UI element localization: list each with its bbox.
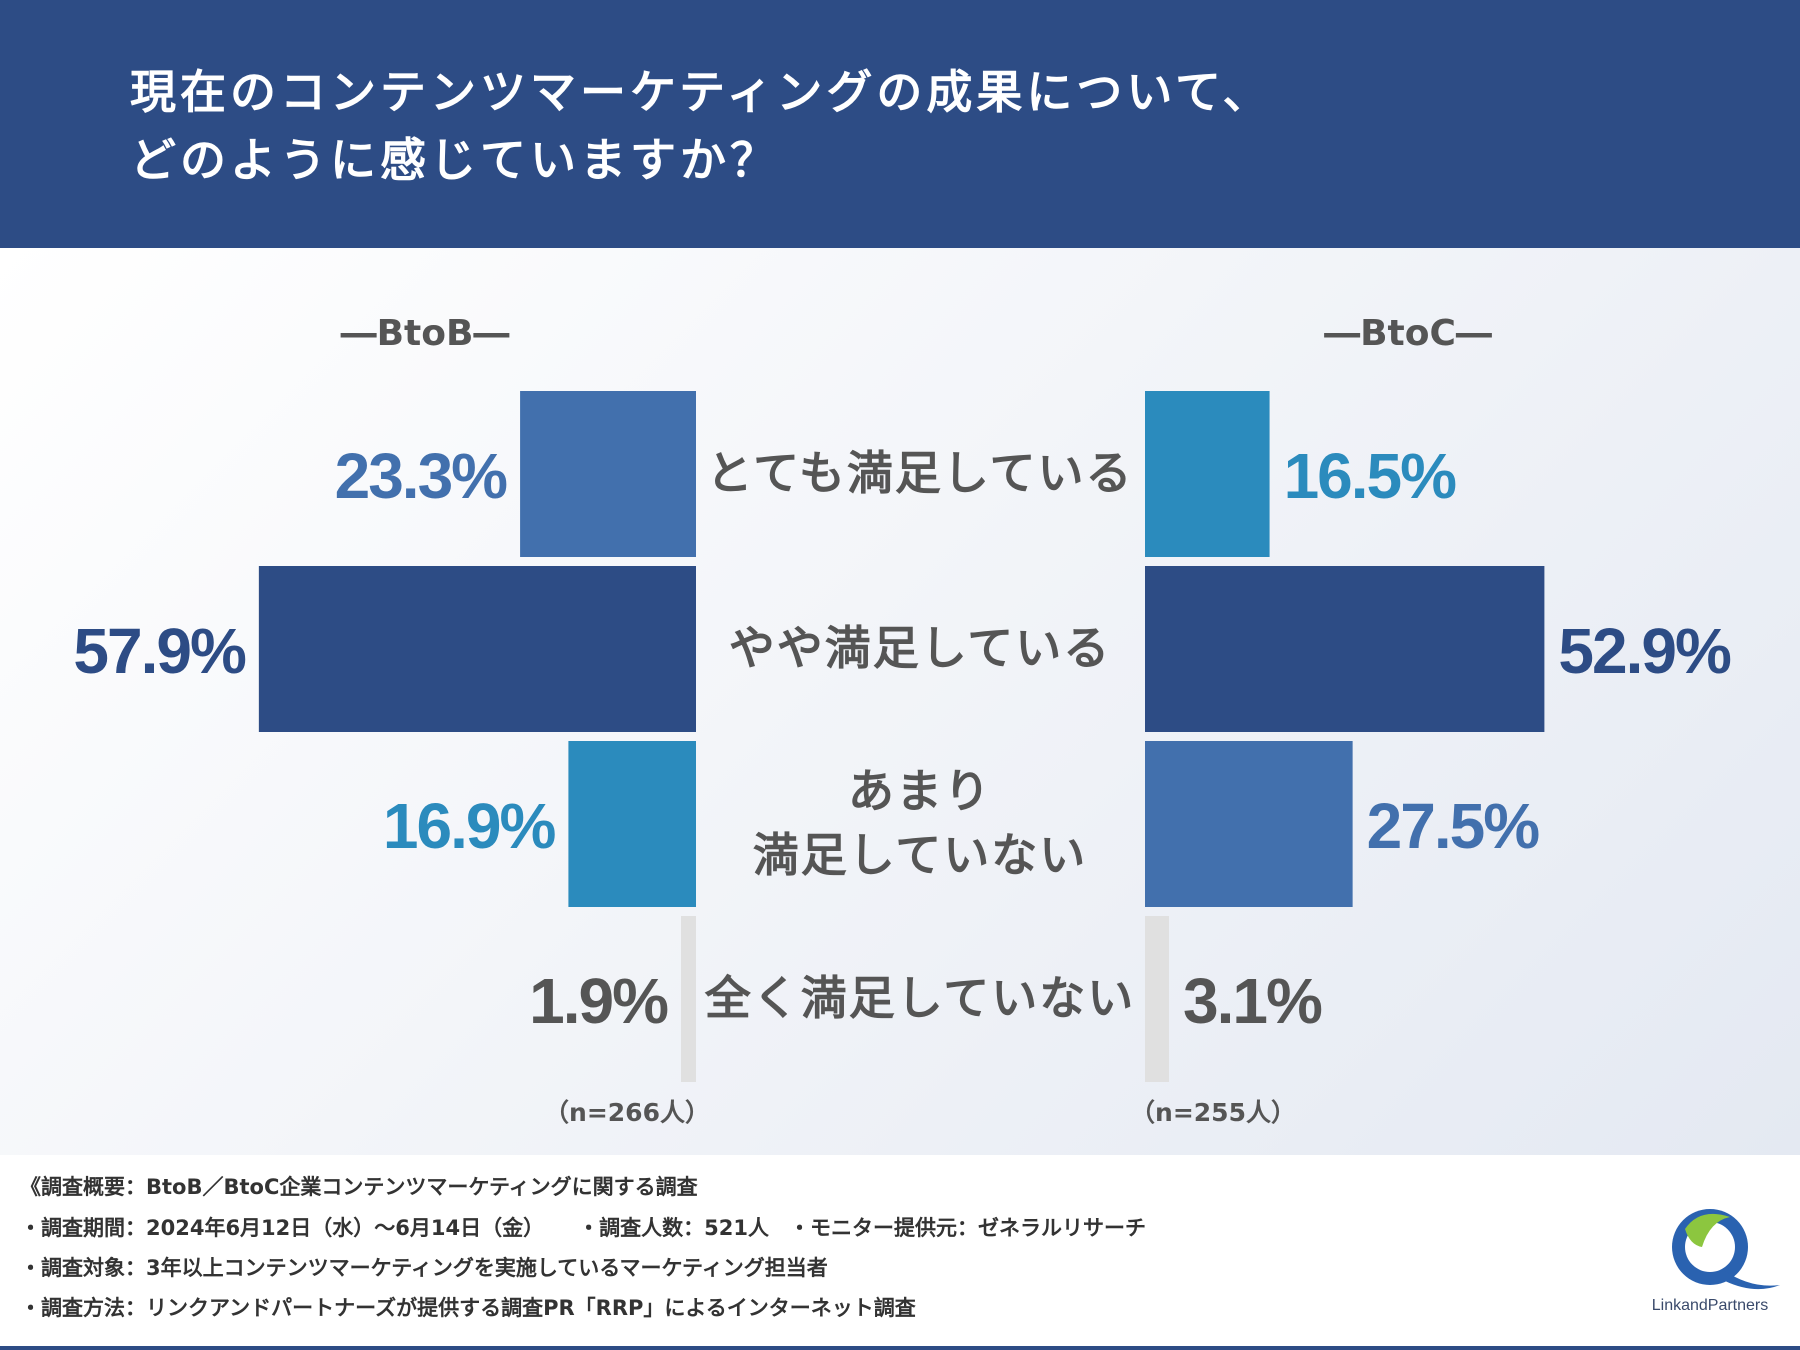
bottom-rule xyxy=(0,1346,1800,1350)
category-label-2-line-0: あまり xyxy=(848,764,992,818)
header-banner: 現在のコンテンツマーケティングの成果について、 どのように感じていますか？ xyxy=(0,0,1800,248)
bar-btob-0 xyxy=(520,391,696,557)
page-title: 現在のコンテンツマーケティングの成果について、 どのように感じていますか？ xyxy=(130,58,1630,194)
category-label-3: 全く満足していない xyxy=(704,971,1136,1025)
bar-btoc-2 xyxy=(1145,741,1353,907)
survey-respondents: ・調査人数：521人 xyxy=(578,1216,769,1240)
logo-mark-icon xyxy=(1672,1209,1780,1290)
bar-btoc-3 xyxy=(1145,916,1169,1082)
company-logo: LinkandPartners xyxy=(1630,1199,1790,1324)
category-label-0: とても満足している xyxy=(707,446,1134,500)
butterfly-bar-chart: ―BtoB― ―BtoC― 23.3% 16.5% とても満足している 57.9% 52.9… xyxy=(73,313,1733,1127)
survey-overview: 《調査概要：BtoB／BtoC企業コンテンツマーケティングに関する調査 xyxy=(20,1175,698,1199)
value-label-btob-2: 16.9% xyxy=(383,790,556,862)
value-label-btob-3: 1.9% xyxy=(529,965,668,1037)
category-label-1: やや満足している xyxy=(729,621,1112,675)
bar-btob-3 xyxy=(681,916,696,1082)
category-label-2-line-1: 満足していない xyxy=(753,828,1088,882)
bar-btob-1 xyxy=(258,566,696,732)
survey-footer: 《調査概要：BtoB／BtoC企業コンテンツマーケティングに関する調査 ・調査期… xyxy=(0,1155,1800,1350)
survey-period: ・調査期間：2024年6月12日（水）〜6月14日（金） xyxy=(20,1216,545,1240)
survey-provider: ・モニター提供元：ゼネラルリサーチ xyxy=(788,1216,1146,1240)
survey-target: ・調査対象：3年以上コンテンツマーケティングを実施しているマーケティング担当者 xyxy=(20,1256,828,1280)
value-label-btoc-2: 27.5% xyxy=(1367,790,1540,862)
header-btoc: ―BtoC― xyxy=(1324,313,1492,354)
header-btob: ―BtoB― xyxy=(341,313,510,354)
value-label-btob-1: 57.9% xyxy=(73,615,246,687)
bar-btoc-0 xyxy=(1145,391,1270,557)
survey-method: ・調査方法：リンクアンドパートナーズが提供する調査PR「RRP」によるインターネ… xyxy=(20,1296,916,1320)
survey-period-row: ・調査期間：2024年6月12日（水）〜6月14日（金） ・調査人数：521人 ・モ… xyxy=(20,1212,1146,1242)
chart-area: ―BtoB― ―BtoC― 23.3% 16.5% とても満足している 57.9% 52.9… xyxy=(0,248,1800,1155)
title-line-2: どのように感じていますか？ xyxy=(130,133,780,187)
value-label-btoc-3: 3.1% xyxy=(1183,965,1322,1037)
title-line-1: 現在のコンテンツマーケティングの成果について、 xyxy=(130,65,1273,119)
bar-btoc-1 xyxy=(1145,566,1545,732)
value-label-btoc-0: 16.5% xyxy=(1284,440,1457,512)
value-label-btob-0: 23.3% xyxy=(335,440,508,512)
value-label-btoc-1: 52.9% xyxy=(1558,615,1731,687)
n-btoc: （n=255人） xyxy=(1130,1098,1296,1127)
n-btob: （n=266人） xyxy=(544,1098,710,1127)
bar-btob-2 xyxy=(568,741,696,907)
logo-text: LinkandPartners xyxy=(1651,1297,1769,1314)
